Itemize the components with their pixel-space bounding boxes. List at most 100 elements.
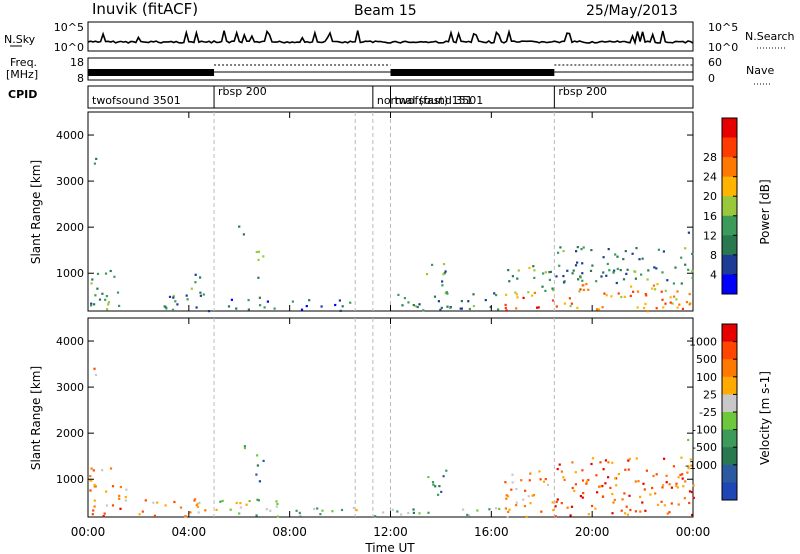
power-ylabel: Slant Range [km] — [29, 160, 43, 264]
range-cell — [418, 303, 421, 306]
range-cell — [90, 467, 93, 470]
range-cell — [601, 306, 604, 309]
range-cell — [144, 499, 147, 502]
range-cell — [462, 508, 465, 511]
range-cell — [382, 511, 385, 514]
range-cell — [235, 307, 238, 310]
range-cell — [654, 492, 657, 495]
range-cell — [655, 267, 658, 270]
range-cell — [679, 473, 682, 477]
range-cell — [690, 513, 694, 517]
range-cell — [624, 250, 627, 253]
range-cell — [660, 290, 663, 293]
range-cell — [444, 270, 447, 273]
range-cell — [257, 276, 260, 279]
freq-bars — [88, 64, 693, 76]
range-cell — [605, 274, 608, 277]
range-cell — [349, 301, 352, 304]
range-cell — [644, 509, 647, 512]
range-cell — [106, 308, 109, 311]
range-cell — [554, 515, 557, 518]
colorbar-swatch — [722, 196, 737, 217]
range-cell — [105, 295, 108, 298]
range-cell — [118, 497, 121, 500]
range-cell — [141, 510, 144, 513]
x-tick-label: 20:00 — [575, 525, 610, 539]
range-cell — [684, 247, 687, 250]
range-cell — [599, 461, 602, 464]
power-yticks: 1000 2000 3000 4000 — [56, 129, 693, 280]
range-cell — [604, 482, 607, 485]
y-tick-label: 3000 — [56, 175, 84, 188]
range-cell — [569, 305, 572, 308]
range-cell — [472, 305, 475, 308]
range-cell — [662, 484, 665, 487]
range-cell — [520, 479, 523, 482]
range-cell — [645, 294, 648, 297]
y-tick-label: 1000 — [56, 267, 84, 280]
range-cell — [598, 485, 601, 488]
range-cell — [152, 501, 155, 504]
range-cell — [439, 308, 442, 311]
range-cell — [172, 294, 175, 297]
power-panel: 1000 2000 3000 4000 Slant Range [km] 4 8 12 16… — [29, 111, 772, 313]
range-cell — [257, 250, 260, 253]
velocity-cells — [89, 318, 695, 519]
range-cell — [597, 308, 600, 311]
range-cell — [611, 492, 614, 496]
range-cell — [687, 465, 690, 468]
range-cell — [566, 269, 569, 272]
range-cell — [542, 272, 545, 275]
range-cell — [467, 300, 470, 303]
range-cell — [416, 305, 419, 309]
range-cell — [207, 310, 211, 313]
range-cell — [527, 495, 530, 498]
range-cell — [623, 512, 627, 515]
range-cell — [691, 252, 694, 255]
range-cell — [238, 225, 241, 228]
range-cell — [688, 490, 692, 493]
range-cell — [611, 512, 614, 515]
range-cell — [505, 494, 508, 497]
range-cell — [666, 279, 669, 282]
colorbar-tick-label: 4 — [710, 268, 717, 281]
range-cell — [418, 512, 421, 515]
range-cell — [687, 231, 690, 234]
range-cell — [105, 504, 109, 507]
range-cell — [196, 505, 200, 508]
range-cell — [620, 509, 623, 512]
range-cell — [199, 291, 202, 294]
range-cell — [636, 290, 640, 293]
range-cell — [663, 504, 666, 507]
range-cell — [495, 294, 498, 297]
colorbar-tick-label: -1000 — [685, 459, 717, 472]
range-cell — [531, 494, 534, 497]
range-cell — [656, 503, 660, 506]
range-cell — [602, 468, 605, 471]
range-cell — [427, 476, 430, 479]
range-cell — [652, 474, 655, 478]
range-cell — [661, 298, 664, 301]
range-cell — [391, 508, 394, 511]
range-cell — [622, 278, 626, 281]
range-cell — [113, 275, 116, 278]
range-cell — [507, 269, 510, 272]
range-cell — [505, 293, 508, 296]
nsky-label: N.Sky — [4, 33, 36, 46]
range-cell — [646, 278, 649, 281]
range-cell — [563, 302, 566, 305]
range-cell — [89, 489, 92, 492]
range-cell — [468, 514, 471, 517]
range-cell — [641, 257, 644, 260]
y-tick-label: 4000 — [56, 129, 84, 142]
range-cell — [628, 457, 631, 460]
x-tick-label: 04:00 — [172, 525, 207, 539]
range-cell — [541, 285, 544, 288]
range-cell — [629, 294, 632, 297]
range-cell — [574, 264, 578, 267]
nsearch-tick-bottom: 10^0 — [708, 41, 738, 54]
range-cell — [460, 307, 463, 310]
colorbar-swatch — [722, 157, 737, 178]
colorbar-swatch — [722, 447, 737, 466]
range-cell — [601, 485, 604, 488]
